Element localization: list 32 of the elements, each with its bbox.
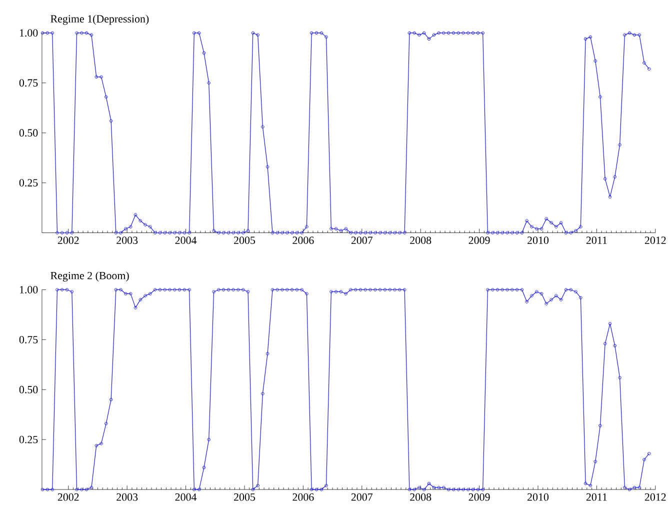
- y-tick-label: 1.00: [20, 286, 38, 294]
- x-tick-label: 2004: [175, 236, 197, 244]
- x-tick-label: 2003: [116, 494, 138, 502]
- x-tick-label: 2008: [410, 236, 432, 244]
- y-tick-label: 0.75: [19, 79, 38, 87]
- x-tick-label: 2008: [410, 494, 432, 502]
- x-tick-label: 2006: [292, 494, 314, 502]
- x-tick-label: 2004: [175, 494, 197, 502]
- x-tick-label: 2003: [116, 236, 138, 244]
- y-tick-label: 0.50: [19, 129, 38, 137]
- chart-title: Regime 1(Depression): [50, 15, 149, 26]
- x-tick-label: 2012: [644, 236, 666, 244]
- x-tick-label: 2010: [528, 236, 549, 244]
- x-tick-label: 2007: [351, 494, 373, 502]
- x-tick-label: 2006: [292, 236, 314, 244]
- y-tick-label: 0.25: [19, 179, 38, 187]
- y-tick-label: 0.75: [19, 336, 38, 344]
- x-tick-label: 2009: [468, 236, 490, 244]
- x-tick-label: 2010: [528, 494, 549, 502]
- x-tick-label: 2002: [58, 494, 79, 502]
- x-tick-label: 2011: [586, 494, 607, 502]
- x-tick-label: 2011: [586, 236, 607, 244]
- y-tick-label: 0.50: [19, 386, 38, 394]
- x-tick-label: 2007: [351, 236, 373, 244]
- y-tick-label: 1.00: [20, 29, 38, 37]
- y-tick-label: 0.25: [19, 436, 38, 444]
- x-tick-label: 2009: [468, 494, 490, 502]
- chart-title: Regime 2 (Boom): [50, 272, 129, 282]
- x-tick-label: 2005: [234, 236, 256, 244]
- x-tick-label: 2002: [58, 236, 79, 244]
- x-tick-label: 2005: [234, 494, 256, 502]
- x-tick-label: 2012: [644, 494, 666, 502]
